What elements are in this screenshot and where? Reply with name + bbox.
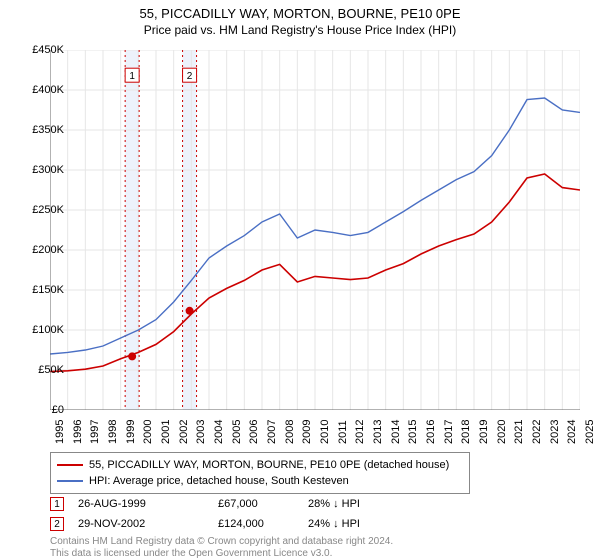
footer-line-2: This data is licensed under the Open Gov… (50, 548, 393, 560)
x-tick-label: 2017 (443, 420, 455, 444)
x-tick-label: 1995 (54, 420, 66, 444)
line-chart: 12 (50, 50, 580, 410)
x-tick-label: 2021 (513, 420, 525, 444)
legend-swatch (57, 480, 83, 482)
x-tick-label: 2014 (390, 420, 402, 444)
legend-label: HPI: Average price, detached house, Sout… (89, 473, 349, 489)
x-tick-label: 2008 (284, 420, 296, 444)
svg-text:2: 2 (187, 71, 193, 82)
chart-svg: 12 (50, 50, 580, 410)
x-tick-label: 2019 (478, 420, 490, 444)
legend-swatch (57, 464, 83, 466)
chart-title: 55, PICCADILLY WAY, MORTON, BOURNE, PE10… (0, 0, 600, 21)
x-tick-label: 2024 (566, 420, 578, 444)
svg-text:1: 1 (129, 71, 135, 82)
x-tick-label: 2005 (231, 420, 243, 444)
x-tick-label: 2012 (354, 420, 366, 444)
y-tick-label: £250K (32, 204, 64, 216)
x-tick-label: 1999 (125, 420, 137, 444)
legend-item: 55, PICCADILLY WAY, MORTON, BOURNE, PE10… (57, 457, 463, 473)
x-tick-label: 2023 (549, 420, 561, 444)
y-tick-label: £300K (32, 164, 64, 176)
y-tick-label: £200K (32, 244, 64, 256)
x-tick-label: 2018 (460, 420, 472, 444)
x-tick-label: 2011 (337, 420, 349, 444)
x-tick-label: 2015 (407, 420, 419, 444)
x-tick-label: 2009 (301, 420, 313, 444)
event-row: 1 26-AUG-1999£67,00028% ↓ HPI (50, 494, 428, 514)
x-tick-label: 2006 (248, 420, 260, 444)
event-number: 1 (50, 497, 64, 511)
event-diff: 24% ↓ HPI (308, 518, 428, 530)
x-tick-label: 2010 (319, 420, 331, 444)
event-diff: 28% ↓ HPI (308, 498, 428, 510)
y-tick-label: £150K (32, 284, 64, 296)
x-tick-label: 2004 (213, 420, 225, 444)
legend-item: HPI: Average price, detached house, Sout… (57, 473, 463, 489)
y-tick-label: £400K (32, 84, 64, 96)
event-date: 29-NOV-2002 (78, 518, 218, 530)
y-tick-label: £100K (32, 324, 64, 336)
x-tick-label: 2025 (584, 420, 596, 444)
event-date: 26-AUG-1999 (78, 498, 218, 510)
x-tick-label: 2020 (496, 420, 508, 444)
footer-attribution: Contains HM Land Registry data © Crown c… (50, 536, 393, 560)
y-tick-label: £50K (38, 364, 64, 376)
x-tick-label: 2016 (425, 420, 437, 444)
x-tick-label: 2003 (195, 420, 207, 444)
footer-line-1: Contains HM Land Registry data © Crown c… (50, 536, 393, 548)
x-tick-label: 2013 (372, 420, 384, 444)
x-tick-label: 1998 (107, 420, 119, 444)
chart-subtitle: Price paid vs. HM Land Registry's House … (0, 21, 600, 41)
x-tick-label: 2007 (266, 420, 278, 444)
event-price: £124,000 (218, 518, 308, 530)
legend: 55, PICCADILLY WAY, MORTON, BOURNE, PE10… (50, 452, 470, 494)
event-row: 2 29-NOV-2002£124,00024% ↓ HPI (50, 514, 428, 534)
legend-label: 55, PICCADILLY WAY, MORTON, BOURNE, PE10… (89, 457, 449, 473)
x-tick-label: 2022 (531, 420, 543, 444)
y-tick-label: £0 (52, 404, 64, 416)
x-tick-label: 2000 (142, 420, 154, 444)
event-number: 2 (50, 517, 64, 531)
x-tick-label: 2001 (160, 420, 172, 444)
x-tick-label: 1996 (72, 420, 84, 444)
event-table: 1 26-AUG-1999£67,00028% ↓ HPI 2 29-NOV-2002… (50, 494, 428, 534)
x-tick-label: 1997 (89, 420, 101, 444)
y-tick-label: £350K (32, 124, 64, 136)
x-tick-label: 2002 (178, 420, 190, 444)
y-tick-label: £450K (32, 44, 64, 56)
event-price: £67,000 (218, 498, 308, 510)
